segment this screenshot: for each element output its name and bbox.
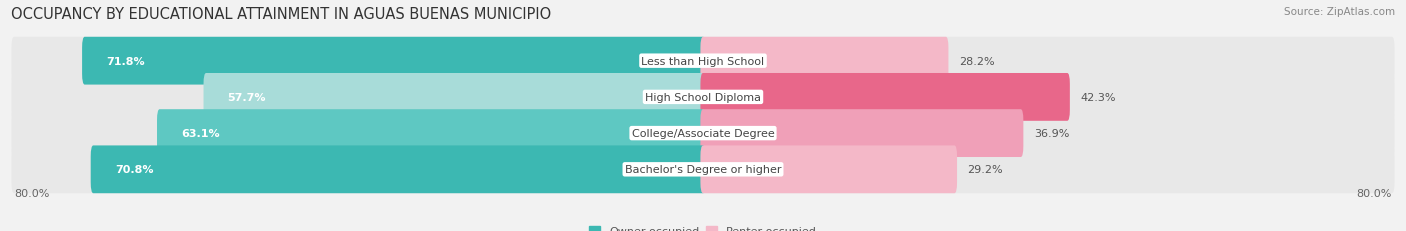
Text: 70.8%: 70.8% xyxy=(115,165,153,175)
Text: 80.0%: 80.0% xyxy=(1357,188,1392,198)
FancyBboxPatch shape xyxy=(91,146,706,193)
Text: 42.3%: 42.3% xyxy=(1080,92,1116,103)
FancyBboxPatch shape xyxy=(700,146,957,193)
FancyBboxPatch shape xyxy=(11,74,1395,121)
Text: 36.9%: 36.9% xyxy=(1033,128,1069,139)
Text: 29.2%: 29.2% xyxy=(967,165,1002,175)
Text: OCCUPANCY BY EDUCATIONAL ATTAINMENT IN AGUAS BUENAS MUNICIPIO: OCCUPANCY BY EDUCATIONAL ATTAINMENT IN A… xyxy=(11,7,551,22)
Legend: Owner-occupied, Renter-occupied: Owner-occupied, Renter-occupied xyxy=(585,221,821,231)
FancyBboxPatch shape xyxy=(11,38,1395,85)
Text: Bachelor's Degree or higher: Bachelor's Degree or higher xyxy=(624,165,782,175)
Text: 63.1%: 63.1% xyxy=(181,128,219,139)
Text: College/Associate Degree: College/Associate Degree xyxy=(631,128,775,139)
FancyBboxPatch shape xyxy=(11,110,1395,157)
FancyBboxPatch shape xyxy=(82,38,706,85)
Text: Less than High School: Less than High School xyxy=(641,56,765,66)
FancyBboxPatch shape xyxy=(700,74,1070,121)
Text: 57.7%: 57.7% xyxy=(228,92,266,103)
FancyBboxPatch shape xyxy=(700,38,949,85)
FancyBboxPatch shape xyxy=(11,146,1395,193)
FancyBboxPatch shape xyxy=(157,110,706,157)
Text: 28.2%: 28.2% xyxy=(959,56,994,66)
Text: 71.8%: 71.8% xyxy=(107,56,145,66)
Text: High School Diploma: High School Diploma xyxy=(645,92,761,103)
Text: Source: ZipAtlas.com: Source: ZipAtlas.com xyxy=(1284,7,1395,17)
Text: 80.0%: 80.0% xyxy=(14,188,49,198)
FancyBboxPatch shape xyxy=(204,74,706,121)
FancyBboxPatch shape xyxy=(700,110,1024,157)
